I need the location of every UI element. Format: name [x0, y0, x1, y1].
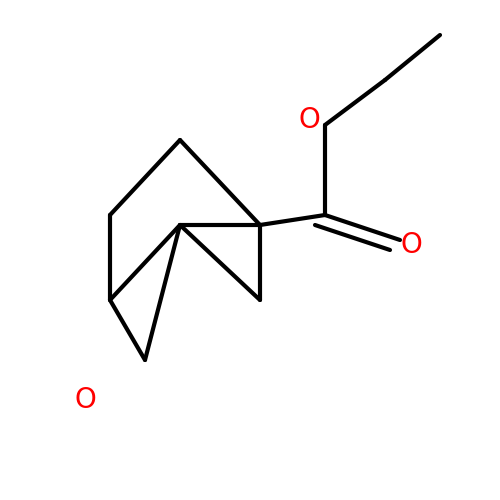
Text: O: O — [400, 231, 422, 259]
Text: O: O — [74, 386, 96, 414]
Text: O: O — [298, 106, 320, 134]
